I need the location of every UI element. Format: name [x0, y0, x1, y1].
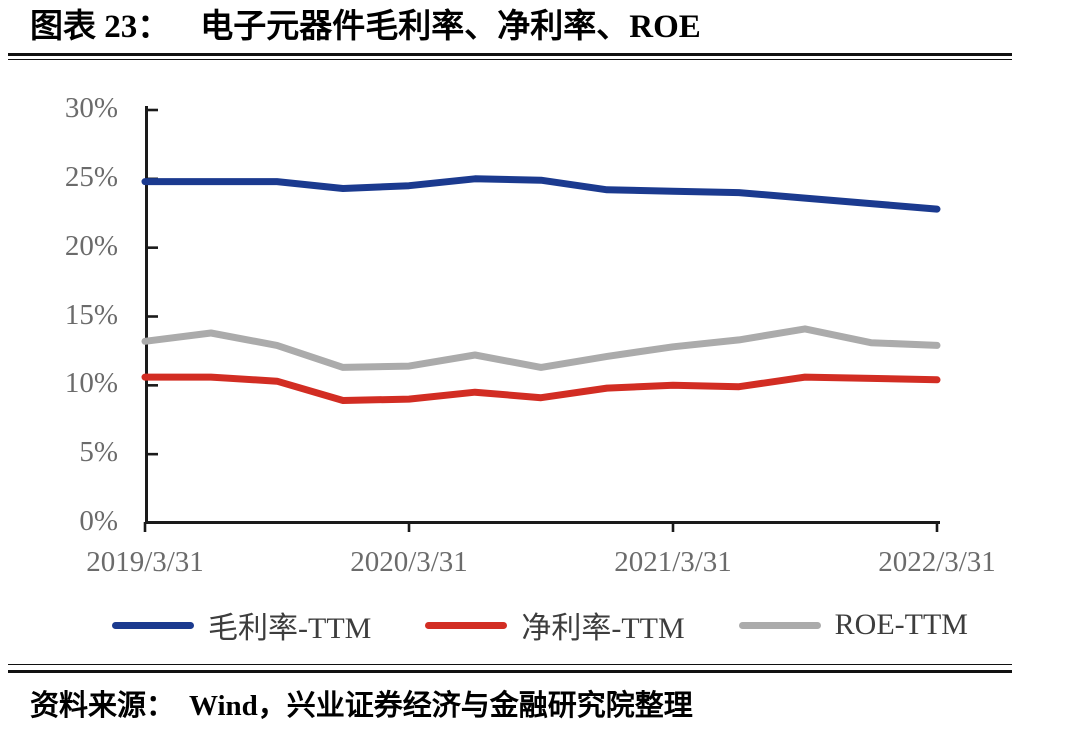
y-axis-tick-label: 0% [79, 505, 118, 538]
figure-title-text: 电子元器件毛利率、净利率、ROE [200, 9, 701, 45]
chart-legend: 毛利率-TTM 净利率-TTM ROE-TTM [0, 603, 1080, 647]
x-axis-tick-label: 2019/3/31 [86, 546, 204, 578]
series-line-0 [141, 175, 941, 213]
footer-divider-thin [8, 664, 1012, 665]
chart-area: 30% 25% 20% 15% 10% 5% 0% 2019/3/31 2020… [64, 92, 996, 578]
source-label: 资料来源： [30, 690, 176, 722]
y-axis-tick-label: 30% [64, 92, 118, 125]
line-chart-canvas [141, 106, 941, 532]
legend-label: ROE-TTM [834, 608, 968, 641]
series-line-2 [141, 325, 941, 371]
axis-lines [145, 106, 940, 524]
legend-item-net-margin: 净利率-TTM [425, 603, 685, 647]
series-line-1 [141, 373, 941, 404]
legend-label: 毛利率-TTM [208, 612, 372, 645]
y-axis-tick-label: 15% [64, 298, 118, 331]
page-title: 图表 23： 电子元器件毛利率、净利率、ROE [30, 6, 701, 48]
figure-number-label: 图表 23： [30, 9, 171, 45]
y-axis-tick-label: 20% [64, 229, 118, 262]
legend-label: 净利率-TTM [521, 612, 685, 645]
net-margin-line-swatch [425, 621, 508, 629]
y-axis-tick-label: 5% [79, 436, 118, 469]
title-divider-thick [8, 53, 1012, 56]
legend-item-roe: ROE-TTM [738, 608, 968, 642]
x-axis-tick-label: 2020/3/31 [350, 546, 468, 578]
source-text: Wind，兴业证券经济与金融研究院整理 [189, 690, 693, 722]
footer-divider-thick [8, 670, 1012, 673]
legend-item-gross-margin: 毛利率-TTM [112, 603, 371, 647]
title-divider-thin [8, 59, 1012, 60]
gross-margin-line-swatch [112, 621, 194, 629]
source-note: 资料来源： Wind，兴业证券经济与金融研究院整理 [30, 682, 693, 724]
y-axis-tick-label: 25% [64, 161, 118, 194]
roe-line-swatch [738, 621, 821, 629]
y-axis-tick-label: 10% [64, 367, 118, 400]
x-axis-tick-label: 2021/3/31 [614, 546, 732, 578]
x-axis-tick-label: 2022/3/31 [878, 546, 996, 578]
